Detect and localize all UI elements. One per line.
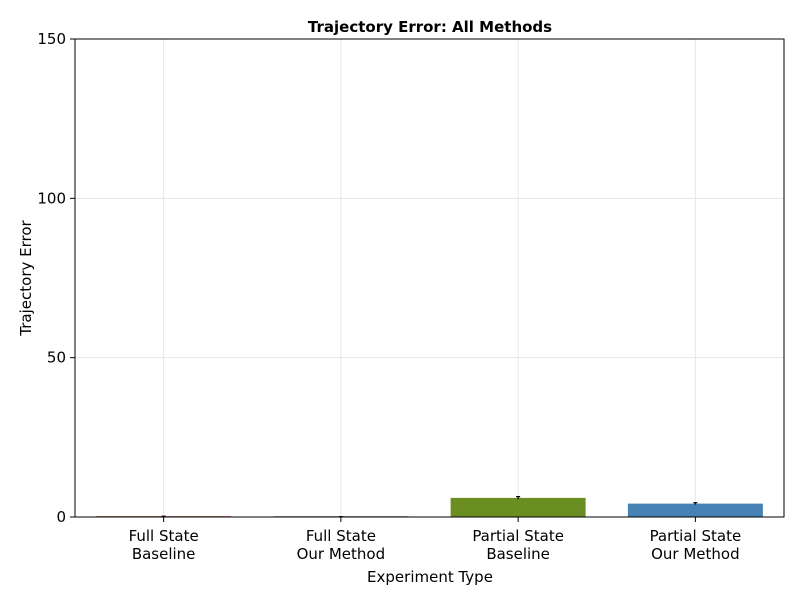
bar (450, 497, 586, 517)
error-bars (161, 496, 698, 518)
y-tick-label: 0 (56, 508, 66, 526)
y-tick-label: 150 (37, 30, 66, 48)
x-tick-label: Partial State (472, 527, 564, 545)
x-tick-label: Full State (306, 527, 376, 545)
plot-frame (74, 38, 785, 518)
x-tick-label: Baseline (486, 545, 550, 563)
x-tick-label: Our Method (651, 545, 740, 563)
grid-lines (75, 38, 784, 518)
y-tick-label: 50 (47, 349, 66, 367)
x-tick-label: Partial State (650, 527, 742, 545)
chart-title: Trajectory Error: All Methods (308, 18, 552, 36)
bars (96, 497, 763, 517)
x-tick-label: Our Method (297, 545, 386, 563)
x-tick-label: Full State (129, 527, 199, 545)
x-axis-label: Experiment Type (367, 568, 493, 586)
x-tick-label: Baseline (132, 545, 196, 563)
y-axis-label: Trajectory Error (17, 219, 35, 336)
bar (627, 503, 763, 517)
y-axis-ticks: 0 50 100 150 (37, 30, 75, 526)
y-tick-label: 100 (37, 189, 66, 207)
